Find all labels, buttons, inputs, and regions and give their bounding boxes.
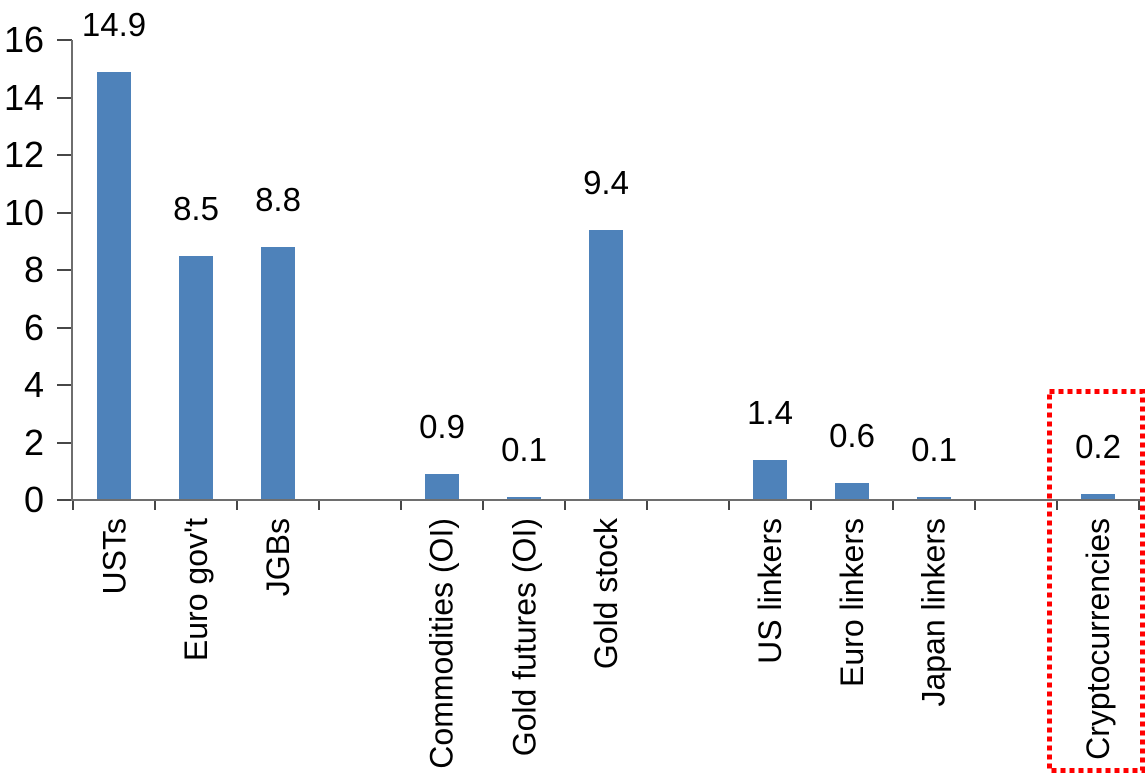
y-axis-tick [57, 39, 72, 41]
value-label: 14.9 [81, 6, 147, 43]
bar-gold-futures-oi- [507, 497, 541, 500]
y-axis-tick [57, 442, 72, 444]
x-axis-tick [72, 500, 74, 510]
y-axis-line [71, 40, 73, 501]
y-axis-tick-label: 14 [3, 77, 44, 118]
value-label: 1.4 [747, 394, 793, 431]
bar-euro-gov-t [179, 256, 213, 500]
x-axis-tick [646, 500, 648, 510]
y-axis-tick [57, 499, 72, 501]
y-axis-tick-label: 0 [23, 479, 44, 520]
bar-japan-linkers [917, 497, 951, 500]
x-axis-tick [1056, 500, 1058, 510]
value-label: 8.8 [255, 181, 301, 218]
value-label: 0.9 [419, 408, 465, 445]
x-axis-tick [728, 500, 730, 510]
x-axis-tick [810, 500, 812, 510]
value-label: 0.2 [1075, 428, 1121, 465]
y-axis-tick-label: 16 [3, 19, 44, 60]
category-label: Gold stock [588, 518, 624, 670]
x-axis-tick [236, 500, 238, 510]
x-axis-tick [318, 500, 320, 510]
y-axis-tick [57, 384, 72, 386]
x-axis-tick [154, 500, 156, 510]
bar-commodities-oi- [425, 474, 459, 500]
y-axis-tick [57, 154, 72, 156]
category-label: US linkers [752, 518, 788, 664]
category-label: Euro linkers [834, 518, 870, 687]
y-axis-tick-label: 10 [3, 192, 44, 233]
category-label: Japan linkers [916, 518, 952, 707]
category-label: Gold futures (OI) [506, 518, 542, 757]
y-axis-tick-label: 4 [23, 364, 44, 405]
value-label: 0.6 [829, 417, 875, 454]
y-axis-tick-label: 6 [23, 307, 44, 348]
bar-us-linkers [753, 460, 787, 500]
value-label: 0.1 [911, 431, 957, 468]
x-axis-tick [564, 500, 566, 510]
bar-gold-stock [589, 230, 623, 500]
y-axis-tick [57, 97, 72, 99]
value-label: 0.1 [501, 431, 547, 468]
category-label: Cryptocurrencies [1080, 518, 1116, 760]
y-axis-tick-label: 12 [3, 134, 44, 175]
x-axis-tick [1138, 500, 1140, 510]
y-axis-tick-label: 8 [23, 249, 44, 290]
value-label: 9.4 [583, 164, 629, 201]
y-axis-tick [57, 327, 72, 329]
category-label: Euro gov't [178, 518, 214, 662]
category-label: JGBs [260, 518, 296, 597]
y-axis-tick [57, 269, 72, 271]
category-label: USTs [96, 518, 132, 595]
x-axis-line [71, 499, 1141, 501]
bar-euro-linkers [835, 483, 869, 500]
x-axis-tick [400, 500, 402, 510]
x-axis-tick [482, 500, 484, 510]
x-axis-tick [892, 500, 894, 510]
category-label: Commodities (OI) [424, 518, 460, 769]
bar-jgbs [261, 247, 295, 500]
y-axis-tick-label: 2 [23, 422, 44, 463]
x-axis-tick [974, 500, 976, 510]
y-axis-tick [57, 212, 72, 214]
bar-usts [97, 72, 131, 500]
value-label: 8.5 [173, 190, 219, 227]
